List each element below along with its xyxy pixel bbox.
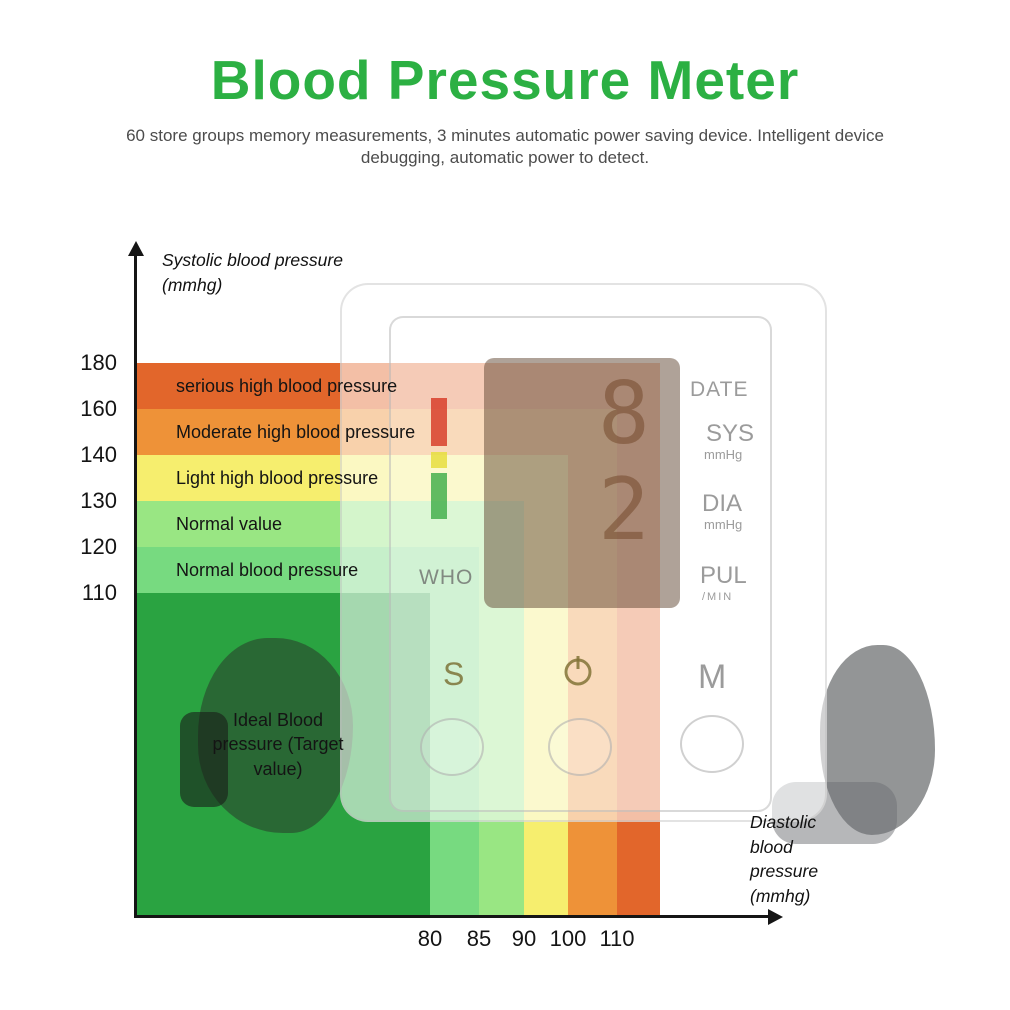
zone-label-serious: serious high blood pressure	[176, 376, 398, 396]
x-tick-85: 85	[466, 926, 492, 951]
x-axis-arrow	[768, 909, 783, 925]
set-button-label: S	[443, 656, 465, 692]
who-indicator-yellow	[431, 452, 447, 468]
lcd-digit-top: 8	[598, 364, 650, 464]
subtitle-line-2: debugging, automatic power to detect.	[360, 148, 650, 167]
cuff-left-tube	[180, 712, 228, 807]
memory-button-label: M	[698, 658, 727, 696]
y-axis	[134, 254, 137, 918]
y-tick-160: 160	[80, 396, 117, 421]
zone-label-normal-value: Normal value	[176, 514, 283, 534]
sys-label: SYS	[706, 420, 755, 447]
lcd-digit-bottom: 2	[598, 460, 650, 560]
y-axis-title: Systolic blood pressure (mmhg)	[162, 250, 343, 295]
y-tick-120: 120	[80, 534, 117, 559]
who-indicator-green	[431, 473, 447, 519]
y-tick-130: 130	[80, 488, 117, 513]
sys-unit-label: mmHg	[704, 447, 743, 462]
dia-unit-label: mmHg	[704, 517, 743, 532]
device-lcd	[484, 358, 680, 608]
y-tick-140: 140	[80, 442, 117, 467]
x-axis-title: Diastolic blood pressure (mmhg)	[750, 812, 819, 906]
date-label: DATE	[690, 378, 749, 401]
memory-button-outline	[680, 715, 744, 773]
dia-label: DIA	[702, 490, 743, 517]
x-tick-110: 110	[599, 926, 635, 951]
x-axis	[134, 915, 770, 918]
power-icon	[558, 650, 598, 690]
power-button-outline	[548, 718, 612, 776]
page-title: Blood Pressure Meter	[210, 49, 800, 111]
subtitle-line-1: 60 store groups memory measurements, 3 m…	[126, 126, 884, 145]
zone-label-moderate: Moderate high blood pressure	[176, 422, 416, 442]
pul-unit-label: /MIN	[702, 591, 734, 603]
set-button-outline	[420, 718, 484, 776]
who-label: WHO	[419, 566, 474, 589]
zone-label-normal-bp: Normal blood pressure	[176, 560, 359, 580]
y-axis-arrow	[128, 241, 144, 256]
x-tick-100: 100	[549, 926, 587, 951]
zone-label-ideal: Ideal Blood pressure (Target value)	[212, 710, 344, 779]
pul-label: PUL	[700, 562, 747, 589]
x-tick-80: 80	[417, 926, 443, 951]
zone-label-light: Light high blood pressure	[176, 468, 379, 488]
x-tick-90: 90	[511, 926, 537, 951]
who-indicator-red	[431, 398, 447, 446]
y-tick-110: 110	[81, 580, 117, 605]
y-tick-180: 180	[80, 350, 117, 375]
